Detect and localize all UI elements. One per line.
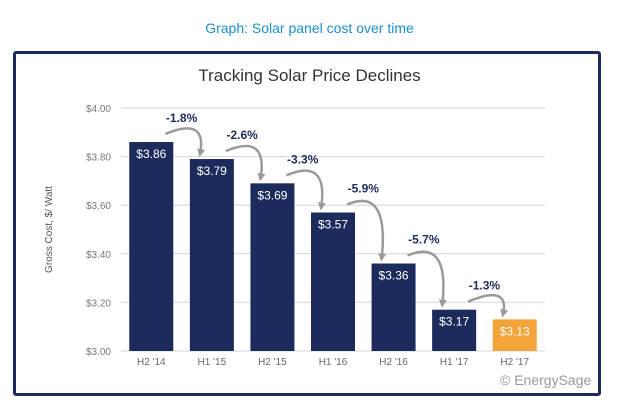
bar-value-label: $3.69 <box>257 188 287 202</box>
bar-value-label: $3.36 <box>379 269 409 283</box>
x-tick-label: H1 '17 <box>440 357 469 368</box>
change-arrow <box>285 169 326 211</box>
bar <box>311 212 355 351</box>
y-axis-label: Gross Cost, $/ Watt <box>44 186 55 273</box>
change-arrows: -1.8% -2.6% -3.3% -5.9% -5.7% -1.3% <box>164 111 509 318</box>
change-arrow <box>407 250 447 308</box>
x-axis-ticks: H2 '14 H1 '15 H2 '15 H1 '16 H2 '16 H1 '17 H2 '… <box>137 357 529 368</box>
bar <box>492 319 537 351</box>
change-arrow <box>225 144 266 182</box>
y-tick-label: $3.00 <box>86 347 111 358</box>
chart-title: Tracking Solar Price Declines <box>198 66 421 85</box>
energysage-watermark: © EnergySage <box>500 372 592 388</box>
change-arrow <box>467 293 509 318</box>
y-axis-ticks: $3.00 $3.20 $3.40 $3.60 $3.80 $4.00 <box>86 104 111 358</box>
bar <box>371 263 416 351</box>
bar <box>129 142 174 351</box>
x-tick-label: H2 '14 <box>137 357 166 368</box>
change-arrow <box>164 127 205 157</box>
change-label: -1.3% <box>469 279 501 293</box>
x-tick-label: H1 '16 <box>319 357 348 368</box>
bar-value-label: $3.57 <box>318 217 348 231</box>
x-tick-label: H1 '15 <box>198 357 227 368</box>
figure-caption: Graph: Solar panel cost over time <box>205 20 414 36</box>
bar <box>250 183 295 351</box>
y-tick-label: $3.80 <box>86 153 111 164</box>
bar <box>432 309 477 351</box>
y-tick-label: $3.60 <box>86 201 111 212</box>
change-label: -2.6% <box>226 128 258 142</box>
bar-value-label: $3.86 <box>136 147 166 161</box>
bar-value-label: $3.79 <box>197 164 227 178</box>
x-tick-label: H2 '16 <box>379 357 408 368</box>
change-label: -5.7% <box>408 233 440 247</box>
bar-value-label: $3.13 <box>500 324 530 338</box>
change-label: -5.9% <box>348 181 380 195</box>
change-label: -1.8% <box>166 111 198 125</box>
y-tick-label: $3.40 <box>86 250 111 261</box>
bar <box>189 159 234 351</box>
y-tick-label: $4.00 <box>86 104 111 115</box>
x-tick-label: H2 '17 <box>500 357 529 368</box>
change-arrow <box>346 199 387 262</box>
bar-value-label: $3.17 <box>439 315 469 329</box>
bars: $3.86 $3.79 $3.69 $3.57 $3.36 $3.17 $3.13 <box>129 142 537 351</box>
change-label: -3.3% <box>287 152 319 166</box>
x-tick-label: H2 '15 <box>258 357 287 368</box>
y-tick-label: $3.20 <box>86 298 111 309</box>
